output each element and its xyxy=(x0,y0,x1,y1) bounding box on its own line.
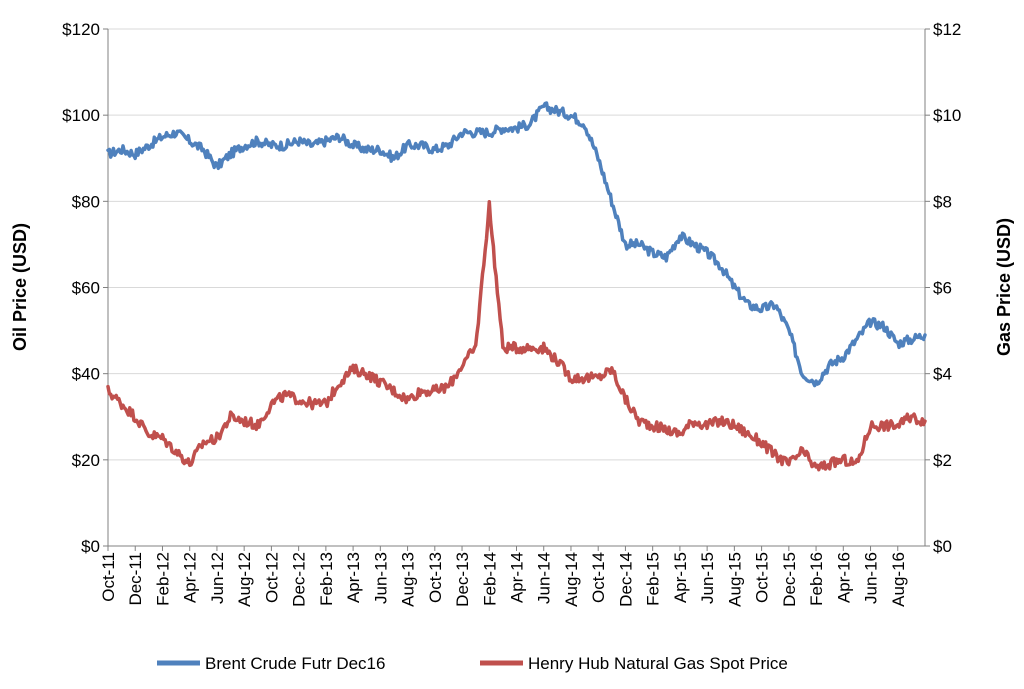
x-tick-label: Aug-12 xyxy=(235,552,254,607)
x-tick-label: Dec-11 xyxy=(126,552,145,606)
legend-label-brent: Brent Crude Futr Dec16 xyxy=(205,654,385,673)
series-line-brent xyxy=(106,101,927,388)
y-tick-label-left: $0 xyxy=(81,537,100,556)
series-lines xyxy=(106,101,927,472)
x-tick-label: Feb-13 xyxy=(317,552,336,606)
legend: Brent Crude Futr Dec16 Henry Hub Natural… xyxy=(157,654,788,673)
right-axis-title: Gas Price (USD) xyxy=(994,218,1014,356)
x-tick-label: Dec-15 xyxy=(780,552,799,607)
x-tick-label: Dec-14 xyxy=(616,552,635,607)
x-tick-label: Dec-12 xyxy=(290,552,309,607)
y-tick-label-left: $80 xyxy=(72,192,100,211)
x-tick-label: Dec-13 xyxy=(453,552,472,607)
y-tick-label-right: $2 xyxy=(933,451,952,470)
x-tick-label: Feb-14 xyxy=(480,552,499,606)
series-line-henry-hub xyxy=(106,199,927,472)
x-tick-label: Jun-13 xyxy=(371,552,390,604)
x-tick-label: Feb-16 xyxy=(807,552,826,606)
x-tick-label: Jun-12 xyxy=(208,552,227,604)
x-tick-label: Oct-12 xyxy=(262,552,281,603)
x-tick-label: Oct-14 xyxy=(589,552,608,603)
right-y-tick-labels: $0 $2 $4 $6 $8 $10 $12 xyxy=(933,20,961,556)
y-tick-label-right: $6 xyxy=(933,279,952,298)
x-tick-label: Apr-16 xyxy=(834,552,853,603)
gridlines xyxy=(108,28,925,461)
x-tick-label: Aug-13 xyxy=(399,552,418,607)
x-tick-label: Feb-12 xyxy=(153,552,172,606)
legend-label-henry-hub: Henry Hub Natural Gas Spot Price xyxy=(528,654,788,673)
x-tick-label: Apr-13 xyxy=(344,552,363,603)
x-tick-label: Aug-15 xyxy=(725,552,744,607)
left-y-tick-labels: $0 $20 $40 $60 $80 $100 $120 xyxy=(62,20,100,556)
y-tick-label-right: $12 xyxy=(933,20,961,39)
left-axis-title: Oil Price (USD) xyxy=(10,223,30,351)
x-tick-label: Oct-13 xyxy=(426,552,445,603)
y-tick-label-left: $120 xyxy=(62,20,100,39)
x-tick-label: Feb-15 xyxy=(644,552,663,606)
y-tick-label-left: $100 xyxy=(62,106,100,125)
x-tick-labels: Oct-11 Dec-11 Feb-12 Apr-12 Jun-12 Aug-12 Oct-… xyxy=(99,552,908,607)
y-tick-label-left: $40 xyxy=(72,365,100,384)
x-tick-label: Oct-15 xyxy=(753,552,772,603)
x-tick-label: Jun-15 xyxy=(698,552,717,604)
y-tick-label-right: $10 xyxy=(933,106,961,125)
x-tick-label: Aug-16 xyxy=(889,552,908,607)
y-tick-label-left: $20 xyxy=(72,451,100,470)
y-tick-label-right: $4 xyxy=(933,365,952,384)
x-tick-label: Jun-16 xyxy=(862,552,881,604)
x-tick-label: Oct-11 xyxy=(99,552,118,602)
x-tick-label: Aug-14 xyxy=(562,552,581,607)
x-tick-label: Apr-12 xyxy=(181,552,200,603)
axes xyxy=(103,28,930,551)
x-tick-label: Jun-14 xyxy=(535,552,554,604)
y-tick-label-left: $60 xyxy=(72,279,100,298)
x-tick-label: Apr-14 xyxy=(508,552,527,603)
y-tick-label-right: $8 xyxy=(933,192,952,211)
y-tick-label-right: $0 xyxy=(933,537,952,556)
x-tick-label: Apr-15 xyxy=(671,552,690,603)
